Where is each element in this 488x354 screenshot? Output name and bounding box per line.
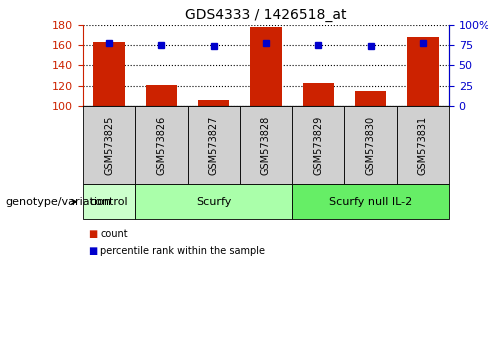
Text: GSM573829: GSM573829: [313, 115, 323, 175]
Bar: [198, 100, 229, 106]
Bar: [93, 42, 125, 106]
Text: Scurfy null IL-2: Scurfy null IL-2: [329, 197, 412, 207]
Title: GDS4333 / 1426518_at: GDS4333 / 1426518_at: [185, 8, 346, 22]
Text: GSM573830: GSM573830: [366, 115, 376, 175]
Text: GSM573825: GSM573825: [104, 115, 114, 175]
Text: count: count: [100, 229, 128, 239]
Bar: [407, 37, 439, 106]
Text: ■: ■: [88, 246, 97, 256]
Bar: [146, 85, 177, 106]
Text: GSM573831: GSM573831: [418, 115, 428, 175]
Text: percentile rank within the sample: percentile rank within the sample: [100, 246, 265, 256]
Bar: [250, 27, 282, 106]
Text: GSM573827: GSM573827: [209, 115, 219, 175]
Text: GSM573828: GSM573828: [261, 115, 271, 175]
Text: control: control: [90, 197, 128, 207]
Text: Scurfy: Scurfy: [196, 197, 231, 207]
Bar: [303, 83, 334, 106]
Text: genotype/variation: genotype/variation: [5, 197, 111, 207]
Text: GSM573826: GSM573826: [156, 115, 166, 175]
Text: ■: ■: [88, 229, 97, 239]
Bar: [355, 91, 386, 106]
